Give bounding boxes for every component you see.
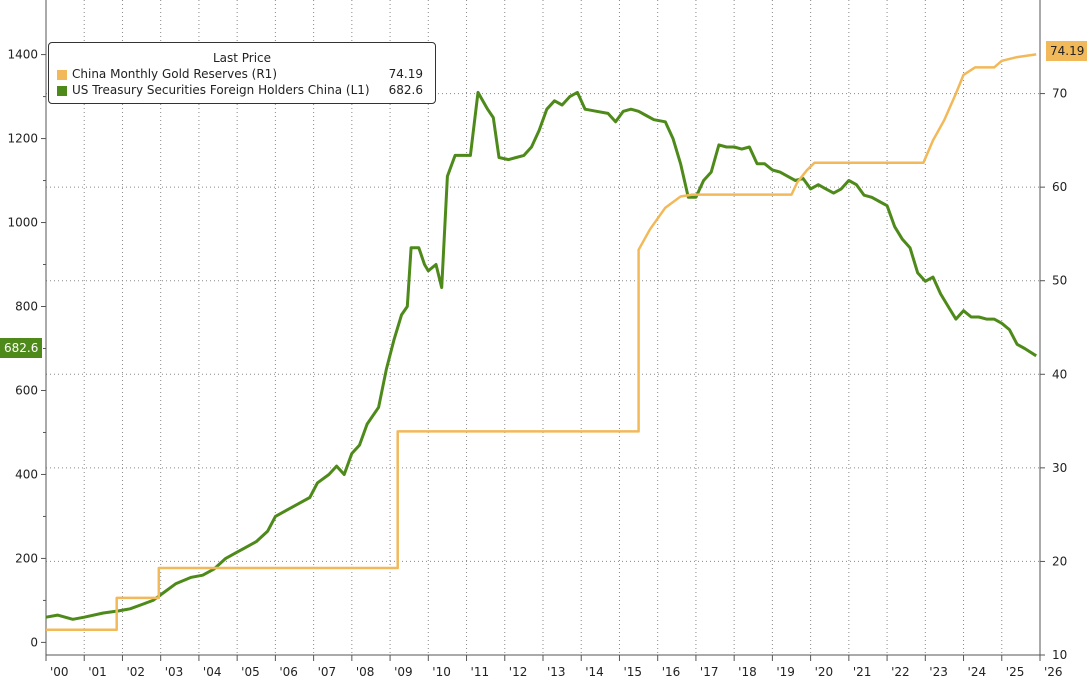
x-tick-label: '00 — [50, 665, 69, 679]
x-tick-label: '25 — [1006, 665, 1025, 679]
series-lines — [45, 53, 1038, 631]
x-tick-label: '17 — [700, 665, 719, 679]
x-tick-label: '19 — [776, 665, 795, 679]
right-tick-label: 70 — [1052, 87, 1067, 101]
right-tick-label: 50 — [1052, 274, 1067, 288]
x-tick-label: '18 — [738, 665, 757, 679]
left-tick-label: 0 — [30, 635, 38, 649]
x-tick-label: '09 — [394, 665, 413, 679]
left-tick-label: 1200 — [7, 132, 38, 146]
legend-entry-gold: China Monthly Gold Reserves (R1) 74.19 — [57, 67, 427, 83]
x-tick-label: '10 — [432, 665, 451, 679]
series-line-treasury — [45, 90, 1038, 621]
x-tick-label: '06 — [279, 665, 298, 679]
legend-value-treasury: 682.6 — [388, 83, 423, 97]
left-tick-label: 400 — [15, 467, 38, 481]
x-tick-label: '13 — [547, 665, 566, 679]
last-value-badge-gold: 74.19 — [1046, 41, 1087, 61]
gridlines — [46, 0, 1041, 656]
x-tick-label: '02 — [126, 665, 145, 679]
legend-swatch-gold — [57, 70, 67, 80]
legend: Last Price China Monthly Gold Reserves (… — [48, 42, 436, 104]
x-tick-label: '01 — [88, 665, 107, 679]
left-tick-label: 1000 — [7, 216, 38, 230]
x-tick-label: '23 — [929, 665, 948, 679]
legend-value-gold: 74.19 — [388, 67, 423, 81]
axes — [41, 0, 1045, 661]
last-value-badge-treasury: 682.6 — [0, 338, 43, 358]
right-tick-label: 30 — [1052, 461, 1067, 475]
x-tick-label: '14 — [585, 665, 604, 679]
legend-swatch-treasury — [57, 86, 67, 96]
x-tick-label: '21 — [853, 665, 872, 679]
x-tick-label: '12 — [509, 665, 528, 679]
x-tick-label: '08 — [356, 665, 375, 679]
legend-entry-treasury: US Treasury Securities Foreign Holders C… — [57, 83, 427, 99]
left-tick-label: 600 — [15, 383, 38, 397]
right-tick-label: 60 — [1052, 180, 1067, 194]
legend-label-treasury: US Treasury Securities Foreign Holders C… — [72, 83, 370, 97]
legend-label-gold: China Monthly Gold Reserves (R1) — [72, 67, 277, 81]
x-tick-label: '15 — [623, 665, 642, 679]
x-tick-label: '24 — [968, 665, 987, 679]
legend-title: Last Price — [212, 51, 272, 65]
left-tick-label: 200 — [15, 551, 38, 565]
tick-labels: '00 '01 '02 '03 '04 '05 '06 '07 '08 '09 '10 '11 '12 '… — [7, 48, 1067, 679]
x-tick-label: '04 — [203, 665, 222, 679]
right-tick-label: 40 — [1052, 367, 1067, 381]
x-tick-label: '22 — [891, 665, 910, 679]
left-tick-label: 1400 — [7, 48, 38, 62]
left-tick-label: 800 — [15, 300, 38, 314]
series-line-gold — [46, 53, 1037, 631]
x-tick-label: '16 — [662, 665, 681, 679]
x-tick-label: '07 — [318, 665, 337, 679]
x-tick-label: '03 — [165, 665, 184, 679]
x-tick-label: '11 — [471, 665, 490, 679]
x-tick-label: '26 — [1044, 665, 1063, 679]
right-tick-label: 20 — [1052, 554, 1067, 568]
right-tick-label: 10 — [1052, 648, 1067, 662]
x-tick-label: '05 — [241, 665, 260, 679]
x-tick-label: '20 — [815, 665, 834, 679]
